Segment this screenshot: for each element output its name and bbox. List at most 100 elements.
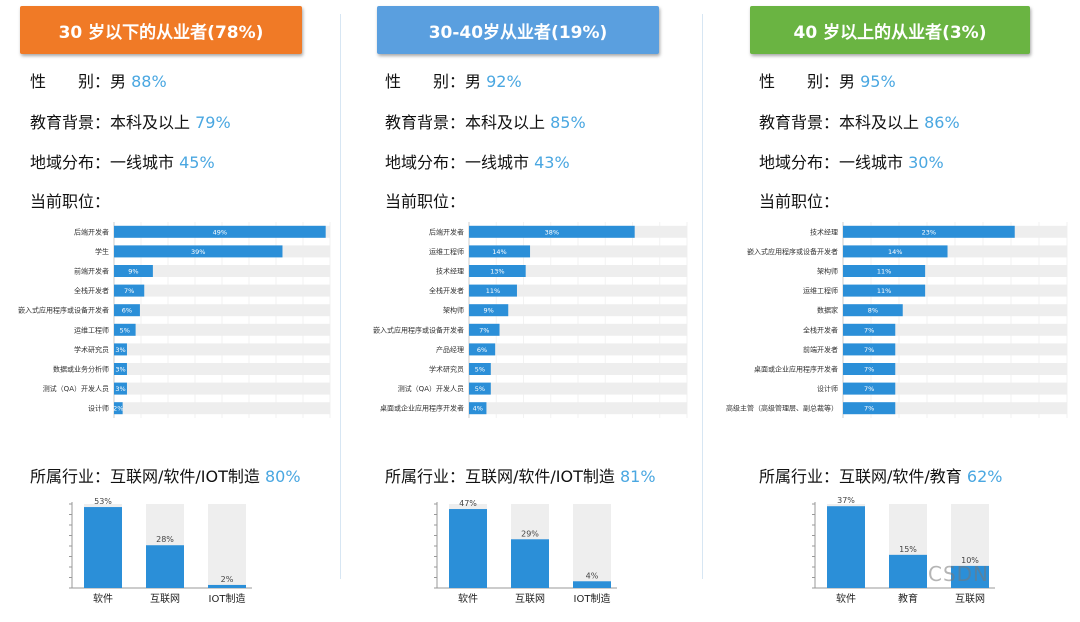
education-label: 教育背景：本科及以上 bbox=[30, 113, 191, 132]
industry-label-text: 所属行业：互联网/软件/IOT制造 bbox=[30, 467, 260, 486]
bar bbox=[469, 284, 517, 297]
category-label: 测试（QA）开发人员 bbox=[43, 384, 109, 393]
bar-track bbox=[469, 402, 687, 415]
gender-label: 性 别：男 bbox=[30, 72, 127, 91]
column-divider-2 bbox=[702, 14, 703, 579]
bar bbox=[843, 323, 896, 336]
bar bbox=[469, 323, 500, 336]
watermark: CSDN bbox=[928, 562, 990, 586]
category-label: 运维工程师 bbox=[74, 325, 109, 334]
bar bbox=[208, 584, 246, 588]
bar bbox=[843, 265, 926, 277]
category-label: 互联网 bbox=[150, 593, 180, 605]
data-label: 2% bbox=[221, 575, 234, 584]
column-header: 40 岁以上的从业者(3%) bbox=[750, 6, 1030, 54]
bar-track bbox=[114, 284, 330, 297]
industry-label-text: 所属行业：互联网/软件/IOT制造 bbox=[385, 467, 615, 486]
industry-label: 所属行业：互联网/软件/IOT制造 80% bbox=[30, 463, 301, 487]
region-stat: 地域分布：一线城市 30% bbox=[759, 149, 944, 173]
bar bbox=[114, 265, 153, 277]
column-under-30: 30 岁以下的从业者(78%) 性 别：男 88% 教育背景：本科及以上 79%… bbox=[0, 0, 340, 622]
category-label: 设计师 bbox=[88, 404, 109, 413]
data-label: 7% bbox=[864, 405, 874, 413]
bar bbox=[84, 507, 122, 588]
column-30-40: 30-40岁从业者(19%) 性 别：男 92% 教育背景：本科及以上 85% … bbox=[350, 0, 690, 622]
bar bbox=[843, 343, 896, 356]
education-value: 86% bbox=[924, 113, 960, 132]
category-label: 嵌入式应用程序或设备开发者 bbox=[373, 325, 464, 334]
category-label: 产品经理 bbox=[436, 345, 464, 354]
category-label: 架构师 bbox=[443, 306, 464, 315]
data-label: 23% bbox=[922, 228, 936, 236]
category-label: 互联网 bbox=[955, 593, 985, 605]
category-label: 架构师 bbox=[817, 267, 838, 276]
category-label: 学生 bbox=[95, 247, 109, 256]
bar-track bbox=[469, 363, 687, 375]
bar bbox=[114, 382, 127, 395]
data-label: 5% bbox=[475, 366, 485, 374]
category-label: 嵌入式应用程序或设备开发者 bbox=[747, 247, 838, 256]
data-label: 9% bbox=[483, 307, 493, 315]
education-label: 教育背景：本科及以上 bbox=[759, 113, 920, 132]
bar bbox=[469, 363, 491, 375]
data-label: 11% bbox=[877, 287, 891, 295]
industry-value: 81% bbox=[619, 467, 656, 486]
bar bbox=[114, 284, 145, 297]
category-label: 设计师 bbox=[817, 384, 838, 393]
data-label: 13% bbox=[490, 268, 504, 276]
bar-track bbox=[469, 284, 687, 297]
data-label: 7% bbox=[479, 326, 489, 334]
bar-track bbox=[573, 504, 611, 588]
bar bbox=[951, 565, 989, 588]
bar-track bbox=[114, 323, 330, 336]
region-stat: 地域分布：一线城市 43% bbox=[385, 149, 570, 173]
data-label: 3% bbox=[115, 385, 125, 393]
category-label: 前端开发者 bbox=[803, 345, 838, 354]
bar bbox=[843, 382, 896, 395]
bar bbox=[469, 304, 509, 317]
bar bbox=[114, 402, 123, 415]
bar bbox=[469, 402, 487, 415]
bar bbox=[843, 245, 948, 258]
bar-track bbox=[843, 323, 1067, 336]
bar-track bbox=[843, 382, 1067, 395]
category-label: 运维工程师 bbox=[803, 286, 838, 295]
region-label: 地域分布：一线城市 bbox=[385, 153, 530, 172]
region-value: 45% bbox=[179, 153, 215, 172]
category-label: 数据家 bbox=[817, 306, 838, 315]
column-over-40: 40 岁以上的从业者(3%) 性 别：男 95% 教育背景：本科及以上 86% … bbox=[705, 0, 1068, 622]
category-label: 桌面或企业应用程序开发者 bbox=[380, 404, 464, 413]
data-label: 7% bbox=[864, 366, 874, 374]
bar bbox=[469, 343, 496, 356]
column-header: 30-40岁从业者(19%) bbox=[377, 6, 659, 54]
data-label: 14% bbox=[888, 248, 902, 256]
data-label: 2% bbox=[113, 405, 123, 413]
category-label: 嵌入式应用程序或设备开发者 bbox=[18, 306, 109, 315]
bar-track bbox=[114, 265, 330, 277]
education-value: 85% bbox=[550, 113, 586, 132]
bar-track bbox=[208, 504, 246, 588]
bar-track bbox=[114, 343, 330, 356]
industry-value: 80% bbox=[264, 467, 301, 486]
category-label: IOT制造 bbox=[574, 592, 611, 605]
data-label: 6% bbox=[122, 307, 132, 315]
region-label: 地域分布：一线城市 bbox=[30, 153, 175, 172]
bar-track bbox=[469, 343, 687, 356]
gender-value: 92% bbox=[486, 72, 522, 91]
column-divider-1 bbox=[340, 14, 341, 579]
bar bbox=[469, 245, 531, 258]
education-stat: 教育背景：本科及以上 86% bbox=[759, 109, 960, 133]
data-label: 8% bbox=[868, 307, 878, 315]
bar bbox=[449, 509, 487, 588]
bar-track bbox=[843, 343, 1067, 356]
data-label: 39% bbox=[191, 248, 205, 256]
bar-track bbox=[469, 382, 687, 395]
bar bbox=[469, 382, 491, 395]
data-label: 7% bbox=[864, 385, 874, 393]
industry-value: 62% bbox=[966, 467, 1003, 486]
column-header: 30 岁以下的从业者(78%) bbox=[20, 6, 302, 54]
data-label: 4% bbox=[586, 571, 599, 580]
region-label: 地域分布：一线城市 bbox=[759, 153, 904, 172]
data-label: 29% bbox=[521, 529, 539, 538]
category-label: 测试（QA）开发人员 bbox=[398, 384, 464, 393]
